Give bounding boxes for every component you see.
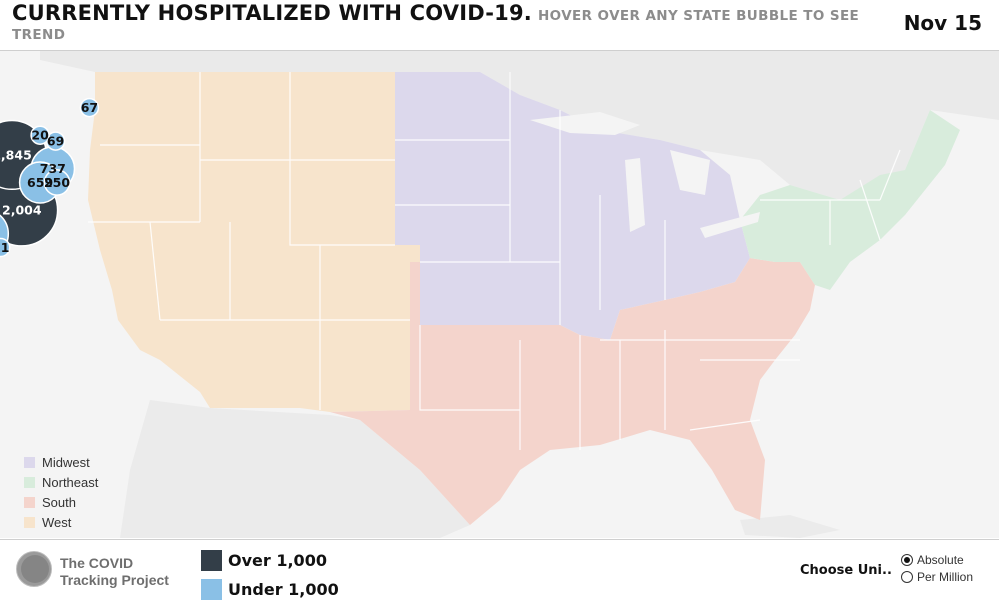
header: CURRENTLY HOSPITALIZED WITH COVID-19. HOV… [0, 0, 999, 51]
legend-item-south: South [24, 492, 98, 512]
page-subtitle: HOVER OVER ANY STATE BUBBLE TO SEE TREND [12, 8, 860, 43]
lake-huron [670, 150, 710, 195]
logo-line-2: Tracking Project [60, 572, 169, 588]
map-area: 7,1515,4744,4543,2413,1753,1182,6282,462… [0, 51, 999, 538]
radio-absolute[interactable]: Absolute [901, 553, 964, 567]
radio-per-million-button[interactable] [901, 571, 913, 583]
radio-absolute-button[interactable] [901, 554, 913, 566]
lake-superior [530, 112, 640, 135]
state-borders [88, 72, 901, 450]
bubble-label: 659 [27, 175, 53, 190]
title-block: CURRENTLY HOSPITALIZED WITH COVID-19. HOV… [12, 1, 892, 44]
logo-circle-icon [16, 551, 52, 587]
legend-item-midwest: Midwest [24, 452, 98, 472]
covid-tracking-logo[interactable]: The COVID Tracking Project [14, 549, 194, 593]
region-midwest [395, 72, 750, 340]
legend-over: Over 1,000 [201, 546, 339, 575]
legend-swatch-south [24, 496, 35, 508]
legend-label-over: Over 1,000 [228, 551, 327, 570]
region-legend: Midwest Northeast South West [24, 452, 98, 532]
legend-label-west: West [42, 514, 72, 530]
radio-absolute-label: Absolute [917, 553, 964, 567]
unit-selector: Choose Uni.. Absolute Per Million [800, 553, 995, 593]
legend-swatch-midwest [24, 456, 35, 468]
canada-land [40, 51, 999, 200]
us-map: 7,1515,4744,4543,2413,1753,1182,6282,462… [0, 51, 999, 538]
state-bubble[interactable] [0, 237, 11, 258]
bubble-label: 250 [44, 175, 70, 190]
legend-swatch-under [201, 579, 222, 600]
logo-line-1: The COVID [60, 555, 134, 571]
legend-item-west: West [24, 512, 98, 532]
logo-text: The COVID Tracking Project [60, 555, 169, 589]
radio-per-million[interactable]: Per Million [901, 570, 973, 584]
bubble-label: 67 [81, 100, 98, 115]
mexico-land [120, 400, 470, 538]
legend-label-midwest: Midwest [42, 454, 90, 470]
region-shapes [88, 72, 960, 525]
lake-erie [700, 212, 760, 238]
legend-label-under: Under 1,000 [228, 580, 339, 599]
size-legend: Over 1,000 Under 1,000 [201, 546, 339, 604]
bubbles-layer[interactable]: 7,1515,4744,4543,2413,1753,1182,6282,462… [0, 52, 100, 489]
state-bubble[interactable] [79, 97, 100, 118]
legend-label-south: South [42, 494, 76, 510]
bubble-label: 20 [31, 128, 49, 143]
bubble-label: 737 [40, 161, 66, 176]
legend-under: Under 1,000 [201, 575, 339, 604]
legend-swatch-over [201, 550, 222, 571]
unit-label: Choose Uni.. [800, 563, 892, 578]
page-title: CURRENTLY HOSPITALIZED WITH COVID-19. [12, 1, 532, 25]
bubble-label: 69 [47, 134, 64, 149]
lake-michigan [625, 158, 645, 232]
state-bubble[interactable] [43, 169, 71, 196]
region-west [88, 72, 420, 412]
bubble-label: 1,845 [0, 147, 32, 162]
radio-per-million-label: Per Million [917, 570, 974, 584]
date-label: Nov 15 [903, 11, 982, 35]
bubble-label: 81 [0, 240, 9, 255]
footer: The COVID Tracking Project Over 1,000 Un… [0, 539, 999, 600]
bubble-label: 2,004 [2, 203, 42, 218]
cuba-land [740, 515, 840, 538]
legend-swatch-northeast [24, 476, 35, 488]
state-bubble[interactable] [30, 125, 50, 145]
legend-label-northeast: Northeast [42, 474, 99, 490]
region-south [330, 258, 815, 525]
legend-item-northeast: Northeast [24, 472, 98, 492]
legend-swatch-west [24, 516, 35, 528]
